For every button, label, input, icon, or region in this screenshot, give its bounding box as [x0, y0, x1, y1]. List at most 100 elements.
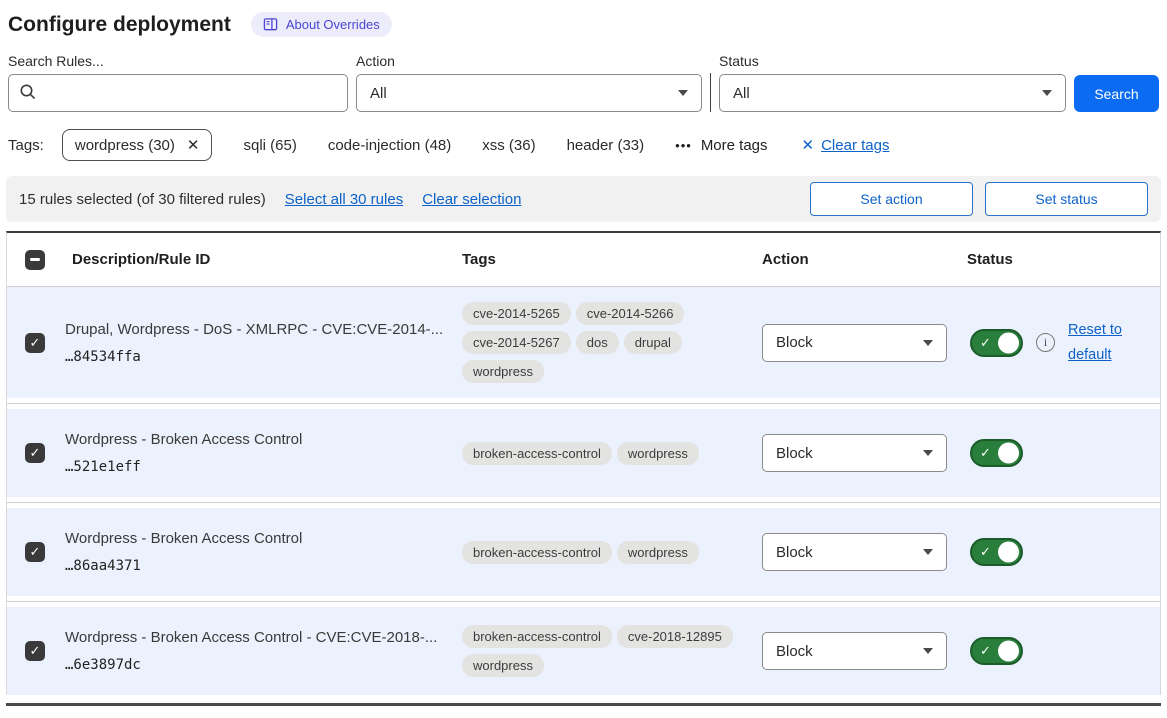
row-checkbox[interactable]: ✓ [25, 542, 45, 562]
rule-action-value: Block [776, 543, 813, 561]
tag-pill: broken-access-control [462, 625, 612, 648]
selected-tag-label: wordpress (30) [74, 136, 175, 154]
rule-tags: broken-access-control cve-2018-12895 wordp… [454, 622, 754, 680]
filter-divider [710, 73, 711, 112]
rules-table: Description/Rule ID Tags Action Status ✓… [6, 231, 1161, 695]
tag-filter[interactable]: sqli (65) [243, 136, 297, 154]
rule-tags: broken-access-control wordpress [454, 439, 754, 468]
close-icon[interactable]: ✕ [186, 137, 200, 154]
table-row: ✓ Wordpress - Broken Access Control …521… [7, 409, 1160, 497]
rule-description: Wordpress - Broken Access Control [65, 530, 303, 547]
selection-bar: 15 rules selected (of 30 filtered rules)… [6, 176, 1161, 222]
tag-pill: broken-access-control [462, 540, 612, 564]
tag-pill: cve-2014-5265 [462, 302, 571, 325]
tag-pill: wordpress [462, 360, 544, 383]
page-header: Configure deployment About Overrides [6, 10, 1161, 53]
tag-pill: cve-2014-5267 [462, 331, 571, 354]
chevron-down-icon [923, 339, 933, 346]
row-separator [7, 398, 1160, 409]
toggle-knob [998, 541, 1019, 563]
select-all-checkbox[interactable] [25, 249, 45, 270]
selection-summary: 15 rules selected (of 30 filtered rules) [19, 190, 266, 208]
search-label: Search Rules... [8, 53, 104, 69]
reset-to-default-link[interactable]: Reset to default [1068, 321, 1122, 363]
check-icon: ✓ [980, 643, 991, 658]
more-dots-icon: ••• [675, 137, 692, 153]
about-overrides-badge[interactable]: About Overrides [250, 12, 392, 37]
info-icon[interactable]: i [1036, 333, 1055, 352]
row-checkbox[interactable]: ✓ [25, 443, 45, 463]
rule-description: Wordpress - Broken Access Control [65, 431, 303, 448]
chevron-down-icon [678, 90, 688, 96]
table-body: ✓ Drupal, Wordpress - DoS - XMLRPC - CVE… [7, 287, 1160, 695]
rule-id: …521e1eff [65, 459, 141, 475]
status-select-value: All [733, 84, 750, 102]
status-toggle[interactable]: ✓ [970, 328, 1023, 357]
status-toggle[interactable]: ✓ [970, 439, 1023, 467]
status-toggle[interactable]: ✓ [970, 637, 1023, 665]
row-checkbox[interactable]: ✓ [25, 332, 45, 353]
rule-id: …84534ffa [65, 348, 141, 365]
close-icon: ✕ [801, 137, 815, 154]
rule-action-dropdown[interactable]: Block [762, 632, 947, 670]
check-icon: ✓ [980, 544, 991, 559]
chevron-down-icon [923, 450, 933, 456]
table-row: ✓ Wordpress - Broken Access Control …86a… [7, 508, 1160, 596]
tag-pill: broken-access-control [462, 441, 612, 465]
rule-tags: cve-2014-5265 cve-2014-5266 cve-2014-5267 d… [454, 299, 754, 386]
tag-pill: wordpress [616, 441, 699, 465]
tag-filter[interactable]: header (33) [566, 136, 645, 154]
status-label: Status [719, 53, 759, 69]
clear-tags-link[interactable]: ✕ Clear tags [801, 136, 890, 155]
action-filter: Action All [356, 53, 702, 112]
table-header: Description/Rule ID Tags Action Status [7, 233, 1160, 287]
chevron-down-icon [923, 549, 933, 555]
rule-action-value: Block [776, 334, 813, 351]
select-all-link[interactable]: Select all 30 rules [284, 190, 404, 208]
tag-pill: wordpress [616, 540, 699, 564]
rule-action-dropdown[interactable]: Block [762, 533, 947, 571]
tag-pill: drupal [623, 331, 682, 354]
tag-pill: cve-2014-5266 [575, 302, 685, 325]
rule-action-dropdown[interactable]: Block [762, 323, 947, 362]
about-overrides-label: About Overrides [285, 17, 380, 32]
rule-tags: broken-access-control wordpress [454, 538, 754, 567]
row-separator [7, 497, 1160, 508]
tag-pill: wordpress [462, 654, 544, 677]
search-button[interactable]: Search [1074, 75, 1159, 112]
action-label: Action [356, 53, 395, 69]
status-toggle[interactable]: ✓ [970, 538, 1023, 566]
tag-filter[interactable]: code-injection (48) [327, 136, 452, 154]
toggle-knob [998, 640, 1019, 662]
rule-action-value: Block [776, 444, 813, 462]
action-select[interactable]: All [356, 74, 702, 112]
check-icon: ✓ [980, 445, 991, 460]
check-icon: ✓ [980, 334, 991, 350]
rule-description: Wordpress - Broken Access Control - CVE:… [65, 629, 438, 646]
chevron-down-icon [1042, 90, 1052, 96]
header-status: Status [967, 251, 1013, 268]
row-checkbox[interactable]: ✓ [25, 641, 45, 661]
action-select-value: All [370, 84, 387, 102]
indeterminate-icon [30, 258, 40, 261]
search-input[interactable] [8, 74, 348, 112]
search-icon [20, 84, 36, 100]
clear-selection-link[interactable]: Clear selection [422, 190, 522, 208]
more-tags-button[interactable]: ••• More tags [675, 137, 767, 154]
set-action-button[interactable]: Set action [810, 182, 973, 216]
rule-description: Drupal, Wordpress - DoS - XMLRPC - CVE:C… [65, 320, 444, 338]
selected-tag-wordpress[interactable]: wordpress (30) ✕ [61, 129, 213, 161]
set-status-button[interactable]: Set status [985, 182, 1148, 216]
status-filter: Status All [719, 53, 1066, 112]
header-tags: Tags [462, 251, 496, 268]
status-select[interactable]: All [719, 74, 1066, 112]
header-action: Action [762, 251, 809, 268]
tag-filter[interactable]: xss (36) [482, 136, 536, 154]
page-title: Configure deployment [8, 12, 231, 36]
toggle-knob [998, 332, 1019, 353]
rule-action-dropdown[interactable]: Block [762, 434, 947, 472]
table-row: ✓ Drupal, Wordpress - DoS - XMLRPC - CVE… [7, 287, 1160, 398]
book-icon [263, 18, 278, 31]
table-row: ✓ Wordpress - Broken Access Control - CV… [7, 607, 1160, 695]
